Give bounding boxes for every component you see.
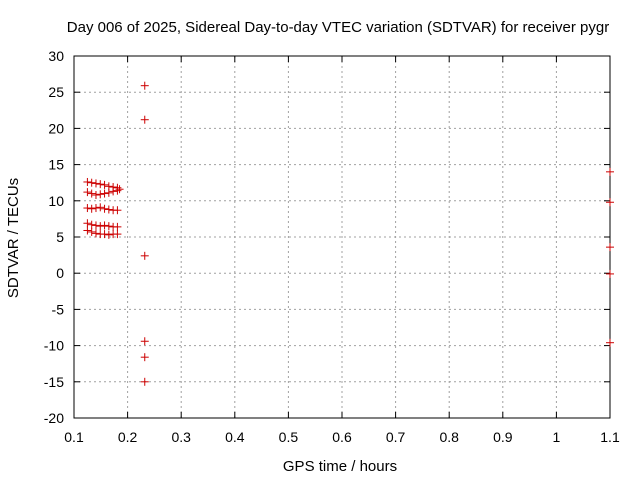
y-tick-label: 5 <box>56 229 64 245</box>
y-tick-label: 0 <box>56 265 64 281</box>
data-point-marker <box>91 179 100 188</box>
data-point-marker <box>87 227 96 236</box>
data-point-marker <box>104 230 113 239</box>
chart-title: Day 006 of 2025, Sidereal Day-to-day VTE… <box>67 19 609 36</box>
y-axis-title: SDTVAR / TECUs <box>5 178 22 298</box>
data-point-marker <box>113 222 122 231</box>
data-point-marker <box>606 269 614 278</box>
x-tick-label: 0.7 <box>386 429 406 445</box>
data-point-marker <box>104 205 113 214</box>
data-point-marker <box>606 338 614 347</box>
data-point-marker <box>96 222 105 231</box>
data-point-marker <box>96 203 105 212</box>
data-point-marker <box>87 204 96 213</box>
data-point-marker <box>87 178 96 187</box>
data-point-marker <box>104 188 113 197</box>
data-point-marker <box>83 219 92 228</box>
data-point-marker <box>91 204 100 213</box>
data-point-marker <box>83 226 92 235</box>
data-point-marker <box>140 353 149 362</box>
x-tick-label: 0.1 <box>64 429 84 445</box>
y-tick-labels: 30 25 20 15 10 5 0 -5 -10 -15 -20 <box>44 48 64 426</box>
x-tick-label: 0.8 <box>439 429 459 445</box>
x-tick-label: 0.2 <box>118 429 138 445</box>
x-tick-label: 1.1 <box>600 429 620 445</box>
data-point-marker <box>91 229 100 238</box>
y-tick-label: 30 <box>48 48 64 64</box>
data-point-marker <box>115 185 124 194</box>
x-tick-label: 0.5 <box>279 429 299 445</box>
x-tick-label: 0.4 <box>225 429 245 445</box>
data-point-marker <box>113 186 122 195</box>
axis-ticks <box>73 55 611 419</box>
data-point-marker <box>109 187 118 196</box>
data-point-marker <box>606 198 614 207</box>
data-point-marker <box>87 189 96 198</box>
data-point-marker <box>140 115 149 124</box>
x-tick-label: 0.3 <box>171 429 191 445</box>
y-tick-label: 15 <box>48 157 64 173</box>
data-point-marker <box>100 221 109 230</box>
data-point-marker <box>91 191 100 200</box>
data-point-marker <box>100 204 109 213</box>
y-tick-label: -15 <box>44 374 64 390</box>
x-axis-title: GPS time / hours <box>283 458 397 475</box>
data-point-marker <box>100 189 109 198</box>
data-point-marker <box>87 220 96 229</box>
x-tick-labels: 0.1 0.2 0.3 0.4 0.5 0.6 0.7 0.8 0.9 1 1.1 <box>64 429 620 445</box>
data-point-marker <box>96 180 105 189</box>
grid <box>74 56 610 418</box>
data-point-marker <box>606 243 614 252</box>
data-point-marker <box>606 167 614 176</box>
x-tick-label: 0.9 <box>493 429 513 445</box>
data-point-marker <box>140 337 149 346</box>
data-point-marker <box>104 222 113 231</box>
y-tick-label: 25 <box>48 84 64 100</box>
data-point-marker <box>100 230 109 239</box>
data-point-marker <box>140 81 149 90</box>
y-tick-label: -10 <box>44 338 64 354</box>
data-point-marker <box>83 177 92 186</box>
y-tick-label: -5 <box>52 301 65 317</box>
data-point-marker <box>140 377 149 386</box>
data-point-marker <box>113 206 122 215</box>
data-point-marker <box>113 230 122 239</box>
y-tick-label: 20 <box>48 120 64 136</box>
x-tick-label: 1 <box>553 429 561 445</box>
x-tick-label: 0.6 <box>332 429 352 445</box>
data-point-marker <box>83 188 92 197</box>
y-tick-label: 10 <box>48 193 64 209</box>
data-points <box>83 81 614 386</box>
data-point-marker <box>83 204 92 213</box>
data-point-marker <box>91 221 100 230</box>
y-tick-label: -20 <box>44 410 64 426</box>
data-point-marker <box>100 180 109 189</box>
data-point-marker <box>96 190 105 199</box>
data-point-marker <box>140 251 149 260</box>
